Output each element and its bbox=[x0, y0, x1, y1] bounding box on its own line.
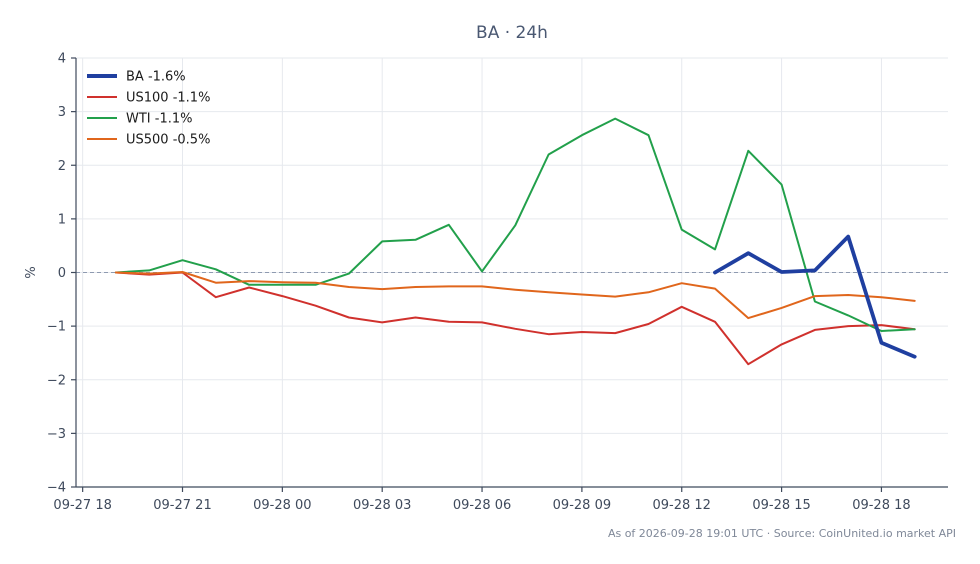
x-tick-label: 09-28 03 bbox=[353, 498, 411, 513]
x-tick-label: 09-27 18 bbox=[53, 498, 111, 513]
x-tick-label: 09-28 06 bbox=[453, 498, 511, 513]
y-axis-label: % bbox=[24, 266, 39, 278]
y-tick-label: −1 bbox=[47, 320, 66, 335]
legend: BA -1.6% US100 -1.1% WTI -1.1% US500 -0.5% bbox=[87, 70, 210, 148]
y-tick-label: 2 bbox=[58, 159, 66, 174]
y-tick-label: 1 bbox=[58, 212, 66, 227]
legend-label-wti: WTI -1.1% bbox=[126, 112, 192, 127]
series-line-us100 bbox=[114, 271, 916, 366]
y-axis-ticks: −4 −3 −2 −1 0 1 2 3 4 bbox=[47, 52, 76, 496]
series-lines bbox=[114, 117, 917, 366]
x-tick-label: 09-28 12 bbox=[653, 498, 711, 513]
x-tick-label: 09-28 00 bbox=[253, 498, 311, 513]
series-line-wti bbox=[114, 117, 916, 332]
x-axis-ticks: 09-27 18 09-27 21 09-28 00 09-28 03 09-28 06… bbox=[53, 487, 911, 513]
x-tick-label: 09-28 18 bbox=[852, 498, 910, 513]
legend-label-us500: US500 -0.5% bbox=[126, 133, 210, 148]
legend-label-ba: BA -1.6% bbox=[126, 70, 186, 85]
y-tick-label: 3 bbox=[58, 105, 66, 120]
y-tick-label: 0 bbox=[58, 266, 66, 281]
x-tick-label: 09-28 15 bbox=[752, 498, 810, 513]
series-line-ba bbox=[713, 234, 917, 359]
source-footer: As of 2026-09-28 19:01 UTC · Source: Coi… bbox=[608, 527, 956, 540]
y-tick-label: −4 bbox=[47, 481, 66, 496]
legend-label-us100: US100 -1.1% bbox=[126, 91, 210, 106]
x-tick-label: 09-28 09 bbox=[553, 498, 611, 513]
chart-title: BA · 24h bbox=[476, 23, 548, 43]
series-line-us500 bbox=[114, 271, 916, 320]
y-tick-label: −2 bbox=[47, 373, 66, 388]
x-tick-label: 09-27 21 bbox=[153, 498, 211, 513]
y-tick-label: 4 bbox=[58, 52, 66, 67]
y-tick-label: −3 bbox=[47, 427, 66, 442]
